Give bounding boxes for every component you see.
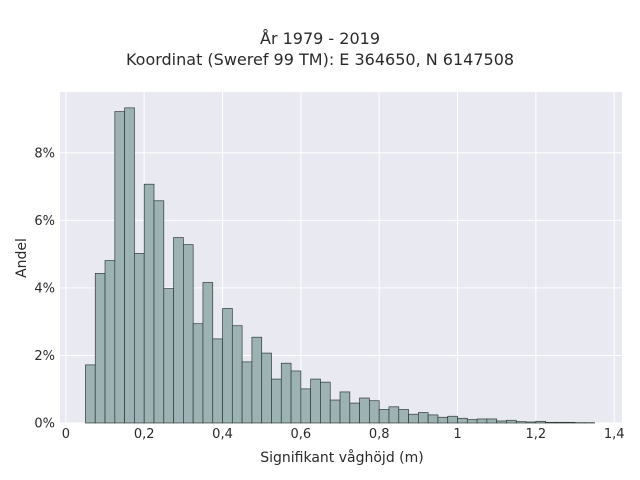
x-tick-label: 1,2: [525, 427, 546, 442]
histogram-bar: [525, 421, 537, 424]
histogram-bar: [408, 413, 419, 424]
histogram-bar: [202, 282, 214, 424]
histogram-bar: [271, 378, 282, 424]
histogram-bar: [506, 419, 517, 424]
histogram-bar: [94, 273, 106, 424]
x-tick-label: 1,4: [604, 427, 625, 442]
y-tick-labels: 0% 2% 4% 6% 8%: [34, 146, 55, 431]
histogram-bar: [192, 323, 204, 424]
histogram-bar: [134, 253, 145, 424]
histogram-bar: [104, 260, 116, 424]
y-tick-label: 0%: [34, 417, 55, 432]
histogram-bar: [378, 409, 390, 424]
histogram-bar: [241, 361, 253, 424]
histogram-bar: [545, 421, 556, 424]
histogram-bar: [280, 362, 292, 424]
histogram-bar: [369, 400, 380, 424]
histogram-bar: [222, 308, 233, 424]
x-tick-label: 0,6: [291, 427, 312, 442]
histogram-bar: [427, 414, 439, 424]
chart-title-line-2: Koordinat (Sweref 99 TM): E 364650, N 61…: [125, 50, 515, 69]
y-tick-label: 8%: [34, 146, 55, 161]
histogram-bar: [555, 421, 566, 424]
histogram-bar: [143, 183, 155, 424]
histogram-bar: [437, 416, 449, 424]
x-gridlines: [65, 92, 615, 423]
histogram-bar: [388, 406, 400, 424]
histogram-bar: [447, 415, 458, 424]
histogram-bar: [417, 412, 429, 424]
x-tick-label: 1: [453, 427, 461, 442]
histogram-bar: [183, 244, 194, 424]
histogram-bar: [310, 378, 321, 424]
chart-title-line-1: År 1979 - 2019: [260, 29, 380, 48]
histogram-bar: [124, 107, 135, 424]
histogram-bars: [85, 107, 595, 424]
histogram-bar: [457, 417, 468, 424]
x-axis-label: Signifikant våghöjd (m): [260, 449, 423, 466]
histogram-bar: [114, 111, 125, 424]
histogram-bar: [339, 391, 351, 424]
histogram-bar: [466, 419, 478, 424]
x-tick-label: 0,2: [134, 427, 155, 442]
histogram-bar: [535, 420, 546, 424]
histogram-bar: [476, 418, 488, 424]
x-tick-label: 0,4: [212, 427, 233, 442]
histogram-bar: [486, 418, 498, 424]
histogram-bar: [153, 200, 165, 424]
histogram-bar: [359, 397, 370, 424]
histogram-bar: [300, 388, 311, 424]
histogram-bar: [320, 381, 331, 424]
histogram-bar: [515, 421, 527, 424]
y-tick-label: 2%: [34, 349, 55, 364]
histogram-bar: [349, 402, 360, 424]
histogram-bar: [231, 325, 243, 424]
x-tick-labels: 0 0,2 0,4 0,6 0,8 1 1,2 1,4: [62, 427, 625, 442]
y-axis-label: Andel: [14, 238, 30, 278]
histogram-bar: [163, 288, 174, 424]
histogram-bar: [261, 352, 272, 424]
histogram-bar: [398, 409, 409, 424]
x-tick-label: 0: [62, 427, 70, 442]
histogram-bar: [564, 421, 576, 424]
x-tick-label: 0,8: [369, 427, 390, 442]
histogram-bar: [173, 237, 184, 424]
histogram-bar: [290, 370, 302, 424]
y-tick-label: 6%: [34, 214, 55, 229]
histogram-bar: [85, 364, 96, 424]
histogram-bar: [212, 338, 223, 424]
histogram-bar: [329, 399, 341, 424]
y-tick-label: 4%: [34, 281, 55, 296]
histogram-bar: [251, 336, 263, 424]
histogram-bar: [496, 420, 507, 424]
